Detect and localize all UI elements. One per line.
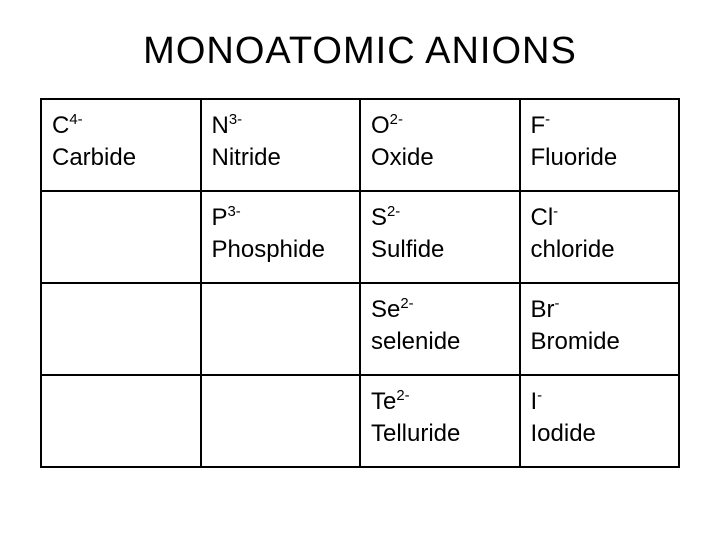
table-cell [201,375,361,467]
table-row: C4-CarbideN3-NitrideO2-OxideF-Fluoride [41,99,679,191]
ion-symbol: C4- [52,110,190,142]
table-body: C4-CarbideN3-NitrideO2-OxideF-FluorideP3… [41,99,679,467]
table-cell: I-Iodide [520,375,680,467]
table-row: P3-PhosphideS2-SulfideCl-chloride [41,191,679,283]
ion-name: chloride [531,234,669,266]
ion-symbol: O2- [371,110,509,142]
table-cell: P3-Phosphide [201,191,361,283]
table-cell: S2-Sulfide [360,191,520,283]
ion-symbol: Se2- [371,294,509,326]
slide-container: MONOATOMIC ANIONS C4-CarbideN3-NitrideO2… [0,0,720,488]
ion-name: selenide [371,326,509,358]
slide-title: MONOATOMIC ANIONS [40,30,680,73]
ion-symbol: Cl- [531,202,669,234]
ion-symbol: N3- [212,110,350,142]
table-cell: Te2-Telluride [360,375,520,467]
table-cell [41,191,201,283]
table-cell: Se2-selenide [360,283,520,375]
table-cell: Cl-chloride [520,191,680,283]
ion-symbol: P3- [212,202,350,234]
ion-symbol: Te2- [371,386,509,418]
table-cell [41,375,201,467]
ion-name: Carbide [52,142,190,174]
ion-name: Bromide [531,326,669,358]
ion-name: Fluoride [531,142,669,174]
ion-name: Phosphide [212,234,350,266]
table-cell [41,283,201,375]
ion-name: Iodide [531,418,669,450]
table-cell: F-Fluoride [520,99,680,191]
table-cell [201,283,361,375]
table-cell: O2-Oxide [360,99,520,191]
table-cell: N3-Nitride [201,99,361,191]
anions-table: C4-CarbideN3-NitrideO2-OxideF-FluorideP3… [40,98,680,468]
ion-name: Telluride [371,418,509,450]
ion-name: Sulfide [371,234,509,266]
table-row: Se2-selenideBr-Bromide [41,283,679,375]
ion-symbol: I- [531,386,669,418]
ion-symbol: F- [531,110,669,142]
table-cell: Br-Bromide [520,283,680,375]
ion-symbol: S2- [371,202,509,234]
table-cell: C4-Carbide [41,99,201,191]
ion-name: Nitride [212,142,350,174]
ion-name: Oxide [371,142,509,174]
ion-symbol: Br- [531,294,669,326]
table-row: Te2-TellurideI-Iodide [41,375,679,467]
